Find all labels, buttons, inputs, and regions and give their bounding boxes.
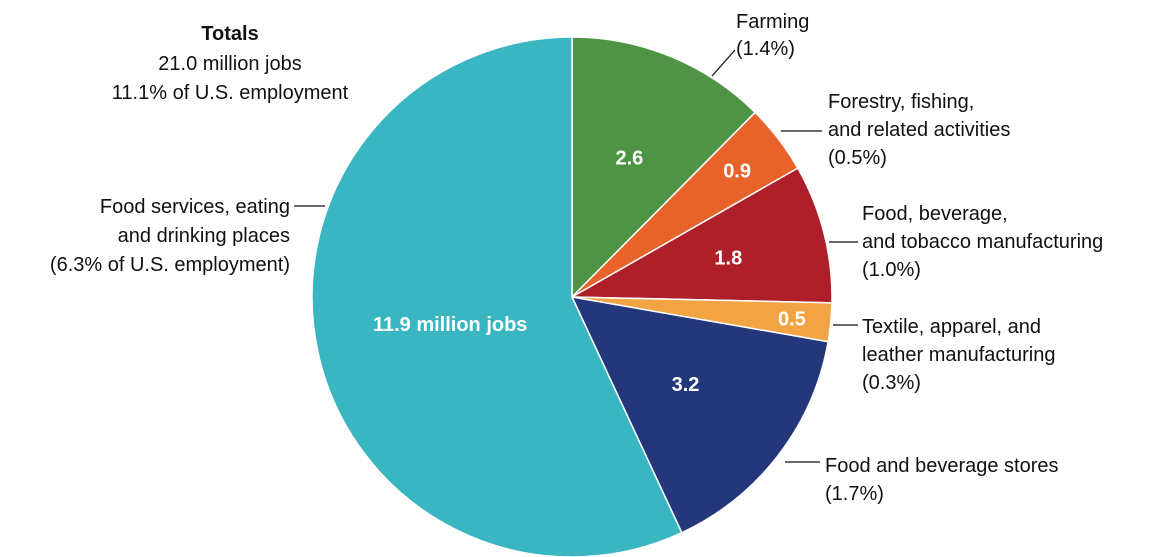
slice-category-label: (0.3%): [862, 372, 921, 394]
slice-category-label: and tobacco manufacturing: [862, 231, 1103, 253]
slice-category-label: (6.3% of U.S. employment): [50, 254, 290, 276]
leader-line: [711, 49, 736, 77]
totals-jobs: 21.0 million jobs: [158, 53, 301, 75]
slice-category-label: and related activities: [828, 119, 1010, 141]
slice-category-label: Textile, apparel, and: [862, 316, 1041, 338]
slice-value-label: 11.9 million jobs: [373, 314, 528, 336]
slice-category-label: leather manufacturing: [862, 344, 1055, 366]
slice-category-labels: Farming (1.4%) Forestry, fishing, and relat…: [50, 11, 1103, 505]
totals-block: Totals 21.0 million jobs 11.1% of U.S. e…: [112, 23, 349, 104]
totals-share: 11.1% of U.S. employment: [112, 82, 349, 104]
pie-slice-1: [571, 36, 756, 298]
slice-category-label: (0.5%): [828, 147, 887, 169]
slice-category-label: Food services, eating: [100, 196, 290, 218]
slice-value-label: 3.2: [672, 374, 700, 396]
slice-category-label: Forestry, fishing,: [828, 91, 974, 113]
slice-category-label: and drinking places: [118, 225, 290, 247]
slice-category-label: Food and beverage stores: [825, 455, 1059, 477]
pie-slice-6: [311, 36, 683, 557]
slice-value-labels: 2.6 0.9 1.8 0.5 3.2 11.9 million jobs: [373, 148, 806, 396]
pie-slices: [311, 36, 833, 557]
slice-value-label: 0.9: [723, 161, 751, 183]
slice-value-label: 0.5: [778, 309, 806, 331]
totals-title: Totals: [201, 23, 258, 45]
pie-slice-5: [571, 296, 829, 534]
slice-value-label: 1.8: [714, 247, 742, 269]
slice-category-label: Farming: [736, 11, 809, 33]
leader-lines: [294, 49, 858, 463]
slice-category-label: (1.4%): [736, 38, 795, 60]
slice-category-label: (1.7%): [825, 483, 884, 505]
slice-category-label: (1.0%): [862, 259, 921, 281]
slice-value-label: 2.6: [615, 148, 643, 170]
pie-slice-3: [571, 167, 833, 304]
slice-category-label: Food, beverage,: [862, 203, 1008, 225]
